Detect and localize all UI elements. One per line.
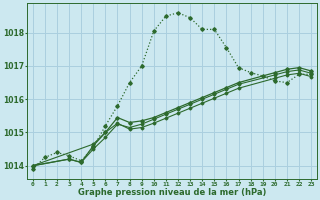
- X-axis label: Graphe pression niveau de la mer (hPa): Graphe pression niveau de la mer (hPa): [78, 188, 266, 197]
